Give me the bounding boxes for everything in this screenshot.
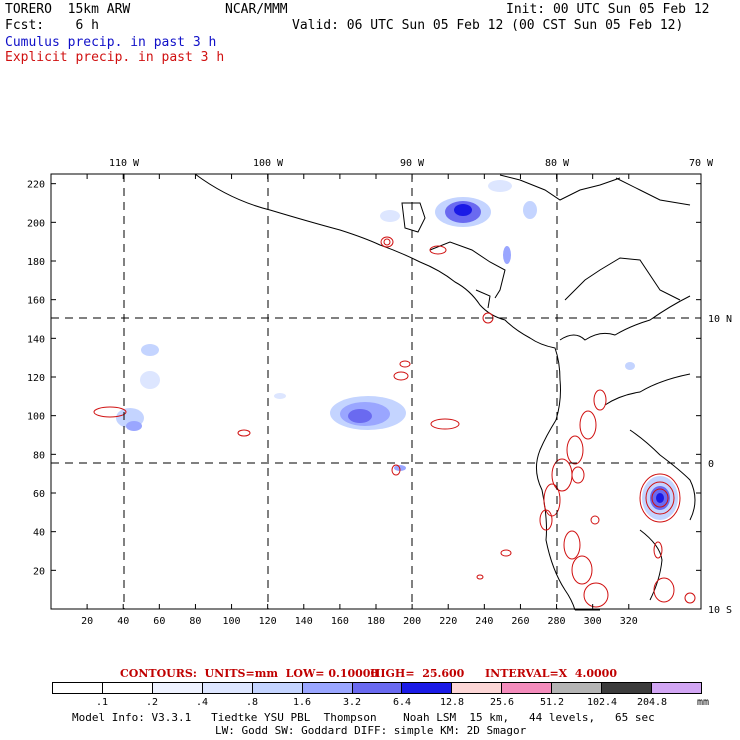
colorbar-label: 25.6 <box>489 697 515 708</box>
colorbar-swatch <box>502 683 553 693</box>
colorbar-swatch <box>452 683 503 693</box>
y-tick-label: 200 <box>27 218 45 229</box>
colorbar-swatch <box>102 683 153 693</box>
x-tick-label: 280 <box>548 616 566 627</box>
x-tick-label: 320 <box>620 616 638 627</box>
longitude-label: 80 W <box>545 158 570 169</box>
colorbar-swatch <box>302 683 353 693</box>
organization-label: NCAR/MMM <box>225 2 288 17</box>
colorbar-label: 102.4 <box>586 697 618 708</box>
colorbar-label: 51.2 <box>539 697 565 708</box>
y-tick-label: 220 <box>27 180 45 191</box>
colorbar-swatch <box>152 683 203 693</box>
x-tick-label: 300 <box>584 616 602 627</box>
forecast-hour: Fcst: 6 h <box>5 18 99 33</box>
init-time: Init: 00 UTC Sun 05 Feb 12 <box>506 2 710 17</box>
colorbar-label: .1 <box>95 697 109 708</box>
x-tick-label: 140 <box>295 616 313 627</box>
contour-high: HIGH= 25.600 <box>370 667 465 680</box>
valid-time: Valid: 06 UTC Sun 05 Feb 12 (00 CST Sun … <box>292 18 684 33</box>
longitude-labels: 110 W 100 W 90 W 80 W 70 W <box>109 158 714 169</box>
colorbar-swatch <box>402 683 453 693</box>
colorbar-swatch <box>202 683 253 693</box>
contour-interval: INTERVAL=X 4.0000 <box>485 667 617 680</box>
colorbar-label: .2 <box>145 697 159 708</box>
y-tick-label: 180 <box>27 257 45 268</box>
x-tick-label: 180 <box>367 616 385 627</box>
colorbar-label: 12.8 <box>439 697 465 708</box>
model-title: TORERO 15km ARW <box>5 2 131 17</box>
legend-explicit: Explicit precip. in past 3 h <box>5 50 225 65</box>
x-tick-label: 40 <box>117 616 129 627</box>
y-tick-label: 140 <box>27 334 45 345</box>
coastlines <box>194 173 696 611</box>
model-info-line1: Model Info: V3.3.1 Tiedtke YSU PBL Thomp… <box>72 711 655 724</box>
latitude-label: 10 S <box>708 605 732 616</box>
x-tick-label: 240 <box>475 616 493 627</box>
x-tick-label: 220 <box>439 616 457 627</box>
contour-info: CONTOURS: UNITS=mm LOW= 0.10000 <box>120 667 379 680</box>
longitude-label: 110 W <box>109 158 140 169</box>
colorbar-label: 1.6 <box>292 697 312 708</box>
x-tick-label: 20 <box>81 616 93 627</box>
x-tick-label: 260 <box>511 616 529 627</box>
y-tick-label: 120 <box>27 373 45 384</box>
longitude-label: 90 W <box>400 158 425 169</box>
colorbar-label: .8 <box>245 697 259 708</box>
colorbar-swatch <box>552 683 603 693</box>
y-tick-label: 100 <box>27 412 45 423</box>
colorbar-swatch <box>53 683 103 693</box>
longitude-label: 100 W <box>253 158 284 169</box>
longitude-label: 70 W <box>689 158 714 169</box>
lat-lon-grid <box>51 174 701 609</box>
x-axis: 20 40 60 80 100 120 140 160 180 200 220 240 260 280 30… <box>81 174 638 627</box>
x-tick-label: 200 <box>403 616 421 627</box>
x-tick-label: 160 <box>331 616 349 627</box>
colorbar-unit: mm <box>697 697 710 708</box>
legend-cumulus: Cumulus precip. in past 3 h <box>5 35 217 50</box>
latitude-label: 10 N <box>708 314 732 325</box>
colorbar-swatch <box>602 683 653 693</box>
colorbar <box>52 682 702 694</box>
model-info-line2: LW: Godd SW: Goddard DIFF: simple KM: 2D… <box>215 724 527 737</box>
latitude-labels: 10 N 0 10 S <box>708 314 732 616</box>
x-tick-label: 60 <box>153 616 165 627</box>
y-tick-label: 160 <box>27 296 45 307</box>
y-tick-label: 60 <box>33 489 45 500</box>
colorbar-label: 6.4 <box>392 697 412 708</box>
colorbar-swatch <box>652 683 701 693</box>
cumulus-precip-shading <box>116 180 678 520</box>
colorbar-swatch <box>352 683 403 693</box>
explicit-precip-contours <box>93 236 696 608</box>
y-tick-label: 40 <box>33 528 45 539</box>
colorbar-label: .4 <box>195 697 209 708</box>
colorbar-label: 204.8 <box>636 697 668 708</box>
y-axis: 20 40 60 80 100 120 140 160 180 200 220 <box>27 180 701 577</box>
latitude-label: 0 <box>708 459 714 470</box>
x-tick-label: 80 <box>189 616 201 627</box>
x-tick-label: 120 <box>259 616 277 627</box>
colorbar-label: 3.2 <box>342 697 362 708</box>
y-tick-label: 80 <box>33 450 45 461</box>
colorbar-swatch <box>252 683 303 693</box>
x-tick-label: 100 <box>223 616 241 627</box>
y-tick-label: 20 <box>33 566 45 577</box>
